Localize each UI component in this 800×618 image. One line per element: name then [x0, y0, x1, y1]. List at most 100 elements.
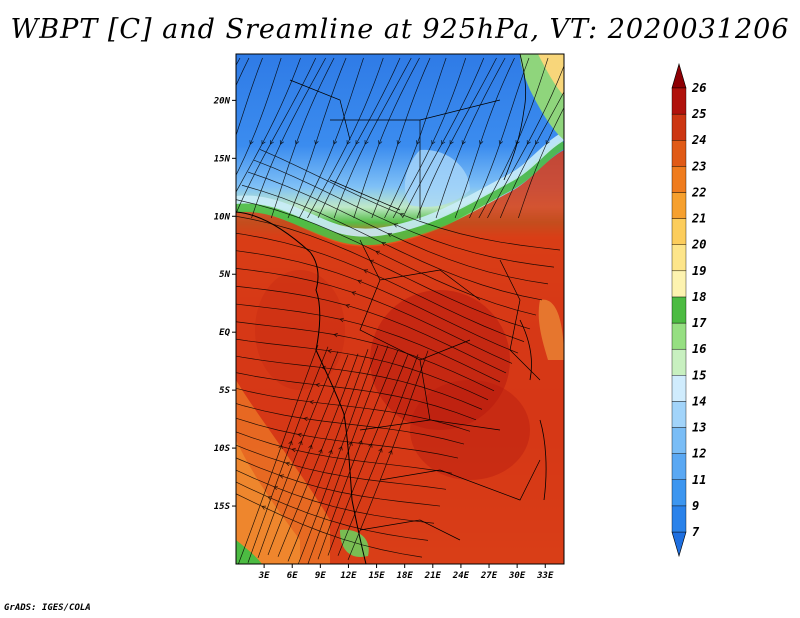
- colorbar-label: 16: [692, 342, 706, 356]
- streamline: [236, 57, 282, 176]
- streamline: [267, 354, 349, 556]
- lon-tick-label: 12E: [340, 571, 357, 581]
- streamline-arrow: [339, 317, 344, 323]
- grads-credit: GrADS: IGES/COLA: [4, 603, 91, 613]
- lon-tick-label: 24E: [452, 571, 470, 581]
- streamline: [236, 469, 435, 524]
- colorbar-label: 12: [692, 447, 706, 461]
- streamline-arrow: [381, 241, 387, 246]
- streamline-arrow: [278, 444, 283, 450]
- streamline-arrow: [378, 140, 383, 145]
- streamline-arrow: [327, 348, 332, 354]
- streamline: [236, 232, 525, 342]
- streamline: [333, 57, 412, 219]
- colorbar-min-arrow: [671, 531, 687, 558]
- streamline: [518, 106, 564, 219]
- streamline-arrow: [261, 505, 267, 510]
- streamline: [307, 57, 384, 219]
- streamline: [253, 159, 555, 268]
- streamline-arrow: [378, 447, 383, 453]
- streamline-arrow: [431, 140, 436, 145]
- colorbar: 7 9 11 12 13 14 15 16 17 18 19 20 21 22 23 24 25 26: [671, 62, 707, 558]
- streamline-arrow: [303, 416, 308, 422]
- colorbar-swatch: [671, 192, 687, 219]
- streamline-arrow: [441, 140, 446, 145]
- streamline: [327, 354, 409, 556]
- lon-tick-label: 27E: [480, 571, 498, 581]
- colorbar-label: 13: [692, 421, 706, 435]
- streamline: [236, 268, 513, 364]
- streamline-arrow: [318, 448, 323, 454]
- lat-tick-label: 10S: [214, 444, 231, 454]
- colorbar-label: 24: [691, 133, 706, 147]
- streamline-arrow: [396, 140, 401, 145]
- colorbar-label: 26: [691, 81, 706, 95]
- lat-tick-label: 10N: [214, 212, 231, 222]
- streamline-arrow: [273, 485, 279, 490]
- streamline-arrow: [375, 250, 381, 255]
- streamline: [353, 57, 420, 219]
- colorbar-label: 23: [691, 159, 706, 173]
- colorbar-swatch: [671, 401, 687, 428]
- streamline-arrow: [393, 223, 399, 228]
- colorbar-swatch: [671, 166, 687, 193]
- streamline: [236, 493, 423, 558]
- colorbar-label: 15: [692, 368, 706, 382]
- streamline-arrow: [345, 303, 350, 309]
- streamline: [277, 353, 359, 557]
- colorbar-swatch: [671, 140, 687, 167]
- streamline: [478, 57, 549, 219]
- streamline: [236, 57, 317, 215]
- colorbar-max-arrow: [671, 62, 687, 89]
- colorbar-swatch: [671, 479, 687, 507]
- streamline: [247, 346, 329, 563]
- lon-tick-label: 33E: [536, 571, 554, 581]
- streamline-arrow: [358, 439, 363, 445]
- streamline-arrow: [357, 279, 363, 284]
- streamline-arrow: [261, 140, 266, 145]
- streamline-arrow: [388, 449, 393, 455]
- streamline-arrow: [526, 140, 531, 145]
- streamline: [236, 417, 459, 459]
- streamline: [337, 354, 419, 556]
- colorbar-label: 21: [691, 212, 706, 226]
- streamline-arrow: [515, 140, 520, 145]
- streamline: [317, 349, 399, 560]
- streamline-arrow: [399, 212, 405, 218]
- streamline-arrow: [363, 269, 369, 274]
- streamline: [487, 64, 564, 219]
- lat-tick-label: 15S: [214, 502, 231, 512]
- streamline: [236, 57, 241, 67]
- streamline-arrow: [348, 441, 353, 446]
- streamline: [236, 372, 477, 421]
- lon-tick-label: 21E: [424, 571, 442, 581]
- streamline-arrow: [333, 332, 338, 338]
- streamline-arrow: [369, 259, 375, 264]
- streamline-arrow: [364, 140, 369, 145]
- streamline: [236, 303, 501, 383]
- lon-tick-label: 30E: [508, 571, 526, 581]
- streamline: [298, 57, 364, 219]
- colorbar-label: 25: [691, 107, 706, 121]
- colorbar-swatch: [671, 218, 687, 245]
- streamline-arrow: [351, 291, 357, 296]
- streamline-arrow: [449, 140, 454, 145]
- streamline: [236, 403, 465, 445]
- streamline: [347, 350, 429, 561]
- streamline-arrow: [355, 140, 360, 145]
- streamline: [297, 345, 379, 564]
- streamline-arrow: [333, 140, 338, 145]
- map-title: WBPT [C] and Sreamline at 925hPa, VT: 20…: [10, 14, 790, 45]
- streamline-arrow: [288, 440, 293, 446]
- streamline: [402, 57, 485, 219]
- colorbar-label: 18: [692, 290, 706, 304]
- colorbar-label: 7: [692, 525, 700, 539]
- streamline: [469, 57, 530, 219]
- lon-tick-label: 15E: [368, 571, 385, 581]
- map-plot-area: [236, 54, 564, 564]
- colorbar-swatch: [671, 375, 687, 402]
- colorbar-swatch: [671, 244, 687, 272]
- streamline-arrow: [387, 232, 393, 237]
- streamline-arrow: [346, 140, 351, 145]
